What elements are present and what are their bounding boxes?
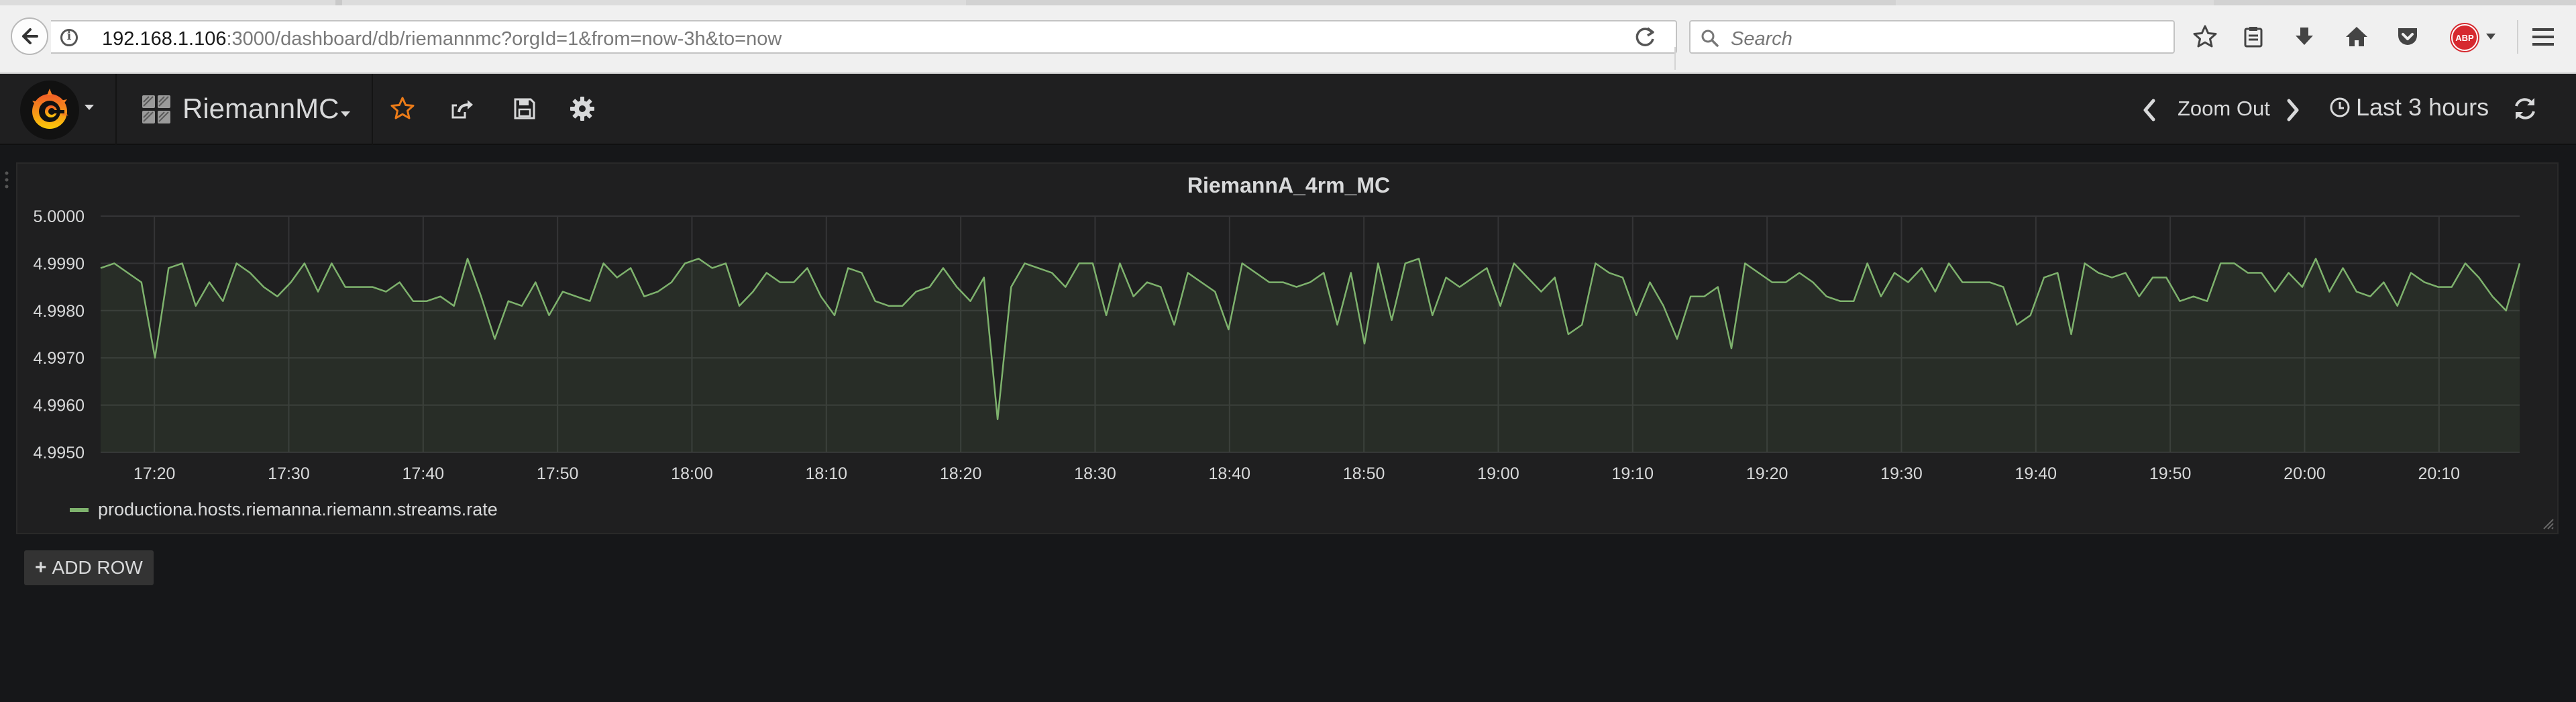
navbar-divider (372, 74, 373, 145)
clock-icon (2330, 97, 2350, 117)
pocket-icon (2398, 28, 2417, 45)
x-tick-label: 17:50 (537, 464, 579, 483)
save-dashboard-button[interactable] (510, 94, 539, 123)
back-arrow-icon (22, 28, 38, 44)
url-divider (1674, 47, 1676, 70)
grafana-navbar: RiemannMC (0, 74, 2576, 145)
y-tick-label: 4.9960 (34, 397, 85, 415)
grafana-logo-button[interactable] (20, 81, 79, 140)
search-placeholder: Search (1731, 28, 1792, 50)
search-bar[interactable]: Search (1689, 20, 2175, 54)
search-icon (1701, 30, 1719, 47)
dashboard-grid-icon (142, 95, 170, 123)
x-tick-label: 18:00 (671, 464, 713, 483)
x-tick-label: 19:10 (1612, 464, 1654, 483)
x-tick-label: 18:40 (1209, 464, 1251, 483)
grafana-logo-icon (32, 89, 68, 129)
x-tick-label: 20:00 (2284, 464, 2326, 483)
x-tick-label: 19:50 (2149, 464, 2192, 483)
star-icon (390, 97, 415, 119)
y-tick-label: 4.9990 (34, 254, 85, 273)
dashboard-title[interactable]: RiemannMC (182, 93, 339, 124)
x-tick-label: 17:40 (402, 464, 445, 483)
logo-chevron-down-icon[interactable] (85, 105, 94, 110)
reading-list-button[interactable] (2237, 20, 2270, 54)
adblock-icon[interactable]: ABP (2451, 24, 2478, 51)
bookmark-star-button[interactable] (2188, 20, 2222, 54)
download-icon (2296, 28, 2313, 45)
home-icon (2346, 27, 2367, 46)
time-range-picker[interactable]: Last 3 hours (2356, 93, 2489, 121)
url-bar[interactable]: 192.168.1.106:3000/dashboard/db/riemannm… (51, 20, 1677, 70)
add-row-label: ADD ROW (52, 557, 143, 578)
browser-toolbar: 192.168.1.106:3000/dashboard/db/riemannm… (0, 0, 2576, 74)
plus-icon: + (35, 556, 47, 579)
url-host: 192.168.1.106 (102, 28, 227, 50)
menu-button[interactable] (2526, 20, 2560, 54)
x-tick-label: 20:10 (2418, 464, 2461, 483)
y-tick-label: 4.9970 (34, 349, 85, 368)
x-tick-label: 17:20 (133, 464, 176, 483)
navbar-divider (115, 74, 117, 145)
star-dashboard-button[interactable] (388, 94, 417, 123)
reload-icon[interactable] (1631, 23, 1660, 51)
downloads-button[interactable] (2288, 20, 2321, 54)
site-info-icon[interactable] (60, 29, 78, 46)
url-path: :3000/dashboard/db/riemannmc?orgId=1&fro… (226, 28, 782, 50)
legend-series-swatch[interactable] (70, 507, 89, 512)
x-tick-label: 18:20 (940, 464, 982, 483)
time-back-chevron-left-icon[interactable] (2140, 98, 2160, 122)
y-tick-label: 5.0000 (34, 207, 85, 226)
gear-icon (570, 97, 594, 121)
home-button[interactable] (2340, 20, 2373, 54)
graph-panel: RiemannA_4rm_MC 5.0000 4.9990 4.9980 4.9970… (16, 162, 2559, 534)
y-tick-label: 4.9980 (34, 302, 85, 321)
dashboard-title-chevron-down-icon[interactable] (341, 111, 350, 117)
x-tick-label: 18:10 (806, 464, 848, 483)
x-tick-label: 18:50 (1343, 464, 1385, 483)
settings-button[interactable] (568, 94, 597, 123)
x-tick-label: 19:00 (1477, 464, 1519, 483)
y-tick-label: 4.9950 (34, 444, 85, 462)
time-forward-chevron-right-icon[interactable] (2282, 98, 2302, 122)
toolbar-divider (2517, 20, 2518, 54)
share-dashboard-button[interactable] (448, 94, 478, 123)
x-tick-label: 17:30 (268, 464, 310, 483)
panel-title[interactable]: RiemannA_4rm_MC (1187, 173, 1391, 197)
graph-chart: 5.0000 4.9990 4.9980 4.9970 4.9960 4.9950 17:2… (34, 207, 2521, 483)
tab-strip (0, 0, 2576, 5)
legend-series-label[interactable]: productiona.hosts.riemanna.riemann.strea… (98, 499, 498, 519)
x-tick-label: 19:20 (1746, 464, 1788, 483)
save-icon (514, 98, 535, 119)
add-row-button[interactable]: + ADD ROW (24, 550, 154, 585)
adblock-chevron-down-icon[interactable] (2486, 34, 2496, 40)
graph-legend: productiona.hosts.riemanna.riemann.strea… (70, 499, 498, 520)
clipboard-icon (2244, 27, 2263, 48)
refresh-icon[interactable] (2510, 94, 2540, 123)
url-text[interactable]: 192.168.1.106:3000/dashboard/db/riemannm… (102, 28, 782, 50)
x-tick-label: 19:30 (1880, 464, 1923, 483)
star-outline-icon (2193, 25, 2217, 48)
series-line (100, 258, 2521, 420)
zoom-out-button[interactable]: Zoom Out (2178, 97, 2270, 120)
x-tick-label: 18:30 (1074, 464, 1116, 483)
share-icon (451, 100, 473, 119)
panel-resize-handle[interactable] (2541, 517, 2555, 530)
hamburger-menu-icon (2532, 28, 2554, 46)
pocket-button[interactable] (2391, 20, 2424, 54)
series-area-fill (101, 258, 2520, 452)
back-button[interactable] (11, 17, 48, 55)
x-tick-label: 19:40 (2015, 464, 2057, 483)
row-drag-handle[interactable] (3, 169, 11, 196)
